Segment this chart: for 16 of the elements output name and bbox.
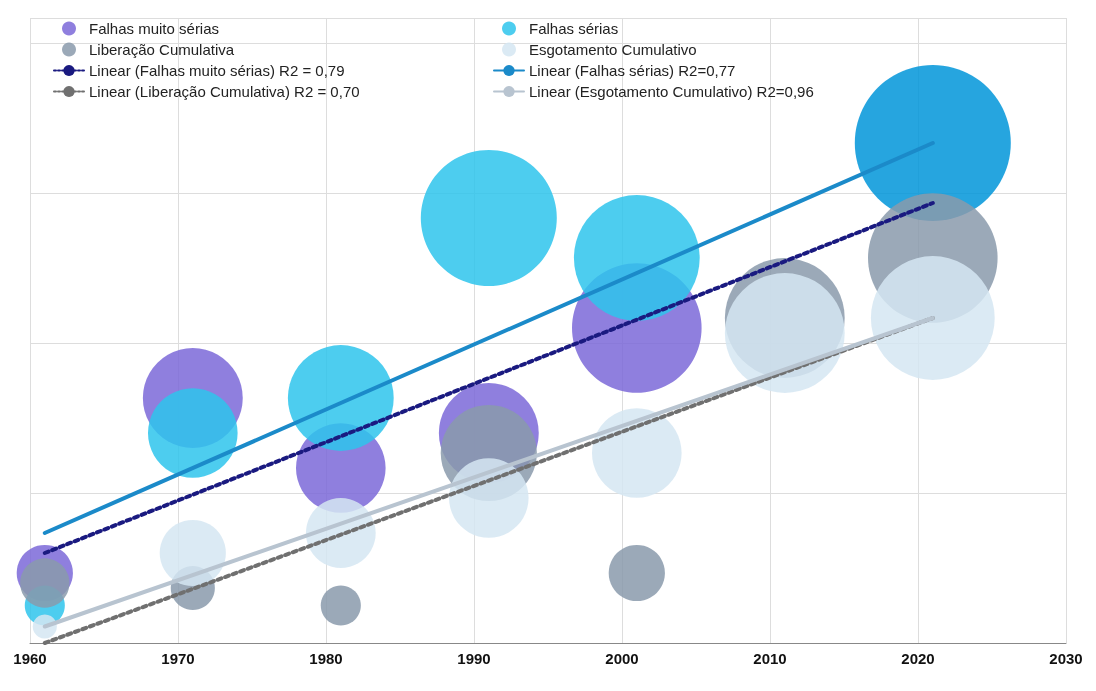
- x-tick-label: 1970: [161, 650, 195, 667]
- x-tick-label: 2020: [901, 650, 935, 667]
- legend-label: Liberação Cumulativa: [89, 41, 235, 58]
- x-tick-label: 1980: [309, 650, 343, 667]
- x-tick-label: 1960: [13, 650, 47, 667]
- legend-label: Linear (Falhas sérias) R2=0,77: [529, 62, 736, 79]
- legend-label: Linear (Esgotamento Cumulativo) R2=0,96: [529, 83, 814, 100]
- legend-label: Falhas sérias: [529, 20, 619, 37]
- legend-label: Esgotamento Cumulativo: [529, 41, 697, 58]
- legend-label: Linear (Liberação Cumulativa) R2 = 0,70: [89, 83, 360, 100]
- x-tick-label: 2010: [753, 650, 787, 667]
- x-tick-label: 1990: [457, 650, 491, 667]
- x-tick-label: 2030: [1049, 650, 1083, 667]
- legend-label: Falhas muito sérias: [89, 20, 220, 37]
- legend-label: Linear (Falhas muito sérias) R2 = 0,79: [89, 62, 345, 79]
- x-tick-label: 2000: [605, 650, 639, 667]
